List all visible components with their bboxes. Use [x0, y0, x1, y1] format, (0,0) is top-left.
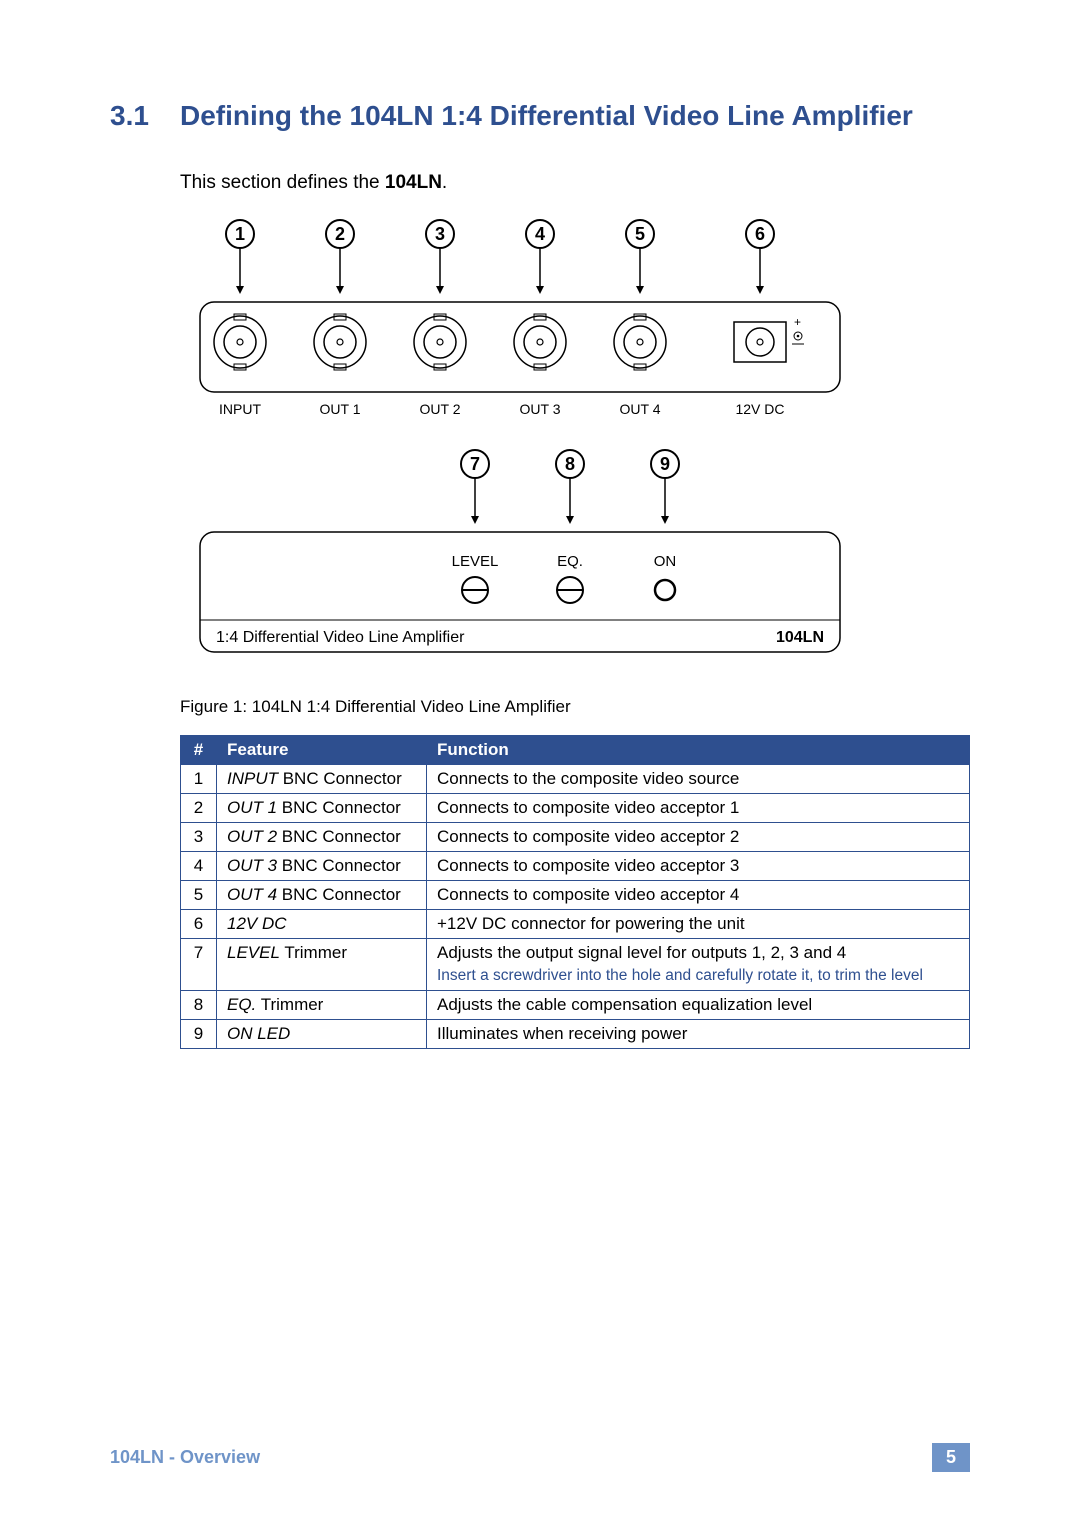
cell-function: Connects to composite video acceptor 1 — [427, 794, 970, 823]
table-row: 2OUT 1 BNC ConnectorConnects to composit… — [181, 794, 970, 823]
feature-table: # Feature Function 1INPUT BNC ConnectorC… — [180, 735, 970, 1049]
cell-feature: OUT 2 BNC Connector — [217, 823, 427, 852]
th-num: # — [181, 736, 217, 765]
table-row: 4OUT 3 BNC ConnectorConnects to composit… — [181, 852, 970, 881]
cell-num: 7 — [181, 939, 217, 991]
cell-num: 4 — [181, 852, 217, 881]
cell-function: Connects to the composite video source — [427, 765, 970, 794]
cell-feature: OUT 3 BNC Connector — [217, 852, 427, 881]
table-row: 3OUT 2 BNC ConnectorConnects to composit… — [181, 823, 970, 852]
heading-number: 3.1 — [110, 100, 180, 132]
table-row: 5OUT 4 BNC ConnectorConnects to composit… — [181, 881, 970, 910]
svg-text:LEVEL: LEVEL — [452, 553, 499, 570]
cell-num: 8 — [181, 991, 217, 1020]
table-row: 612V DC+12V DC connector for powering th… — [181, 910, 970, 939]
cell-feature: 12V DC — [217, 910, 427, 939]
table-row: 7LEVEL TrimmerAdjusts the output signal … — [181, 939, 970, 991]
page-footer: 104LN - Overview 5 — [110, 1443, 970, 1472]
svg-text:OUT 2: OUT 2 — [420, 401, 461, 417]
cell-num: 2 — [181, 794, 217, 823]
figure-caption: Figure 1: 104LN 1:4 Differential Video L… — [180, 697, 970, 717]
cell-function: Connects to composite video acceptor 3 — [427, 852, 970, 881]
svg-text:9: 9 — [660, 454, 670, 474]
cell-num: 6 — [181, 910, 217, 939]
svg-text:3: 3 — [435, 224, 445, 244]
svg-text:OUT 1: OUT 1 — [320, 401, 361, 417]
cell-num: 1 — [181, 765, 217, 794]
table-row: 9ON LEDIlluminates when receiving power — [181, 1020, 970, 1049]
cell-num: 9 — [181, 1020, 217, 1049]
svg-text:OUT 3: OUT 3 — [520, 401, 561, 417]
cell-num: 5 — [181, 881, 217, 910]
cell-function: Illuminates when receiving power — [427, 1020, 970, 1049]
section-heading: 3.1Defining the 104LN 1:4 Differential V… — [110, 100, 970, 132]
svg-text:1: 1 — [235, 224, 245, 244]
table-row: 8EQ. TrimmerAdjusts the cable compensati… — [181, 991, 970, 1020]
svg-text:12V DC: 12V DC — [735, 401, 784, 417]
svg-text:OUT 4: OUT 4 — [620, 401, 661, 417]
svg-text:5: 5 — [635, 224, 645, 244]
intro-text: This section defines the 104LN. — [180, 172, 970, 194]
svg-text:ON: ON — [654, 553, 677, 570]
cell-feature: ON LED — [217, 1020, 427, 1049]
svg-text:+: + — [794, 315, 801, 329]
svg-text:1:4 Differential Video Line Am: 1:4 Differential Video Line Amplifier — [216, 629, 465, 646]
svg-text:6: 6 — [755, 224, 765, 244]
table-row: 1INPUT BNC ConnectorConnects to the comp… — [181, 765, 970, 794]
cell-feature: OUT 1 BNC Connector — [217, 794, 427, 823]
cell-function: Adjusts the output signal level for outp… — [427, 939, 970, 991]
cell-function: Connects to composite video acceptor 2 — [427, 823, 970, 852]
svg-text:2: 2 — [335, 224, 345, 244]
th-function: Function — [427, 736, 970, 765]
svg-text:7: 7 — [470, 454, 480, 474]
svg-text:8: 8 — [565, 454, 575, 474]
cell-function: Connects to composite video acceptor 4 — [427, 881, 970, 910]
footer-page-number: 5 — [932, 1443, 970, 1472]
svg-text:4: 4 — [535, 224, 545, 244]
cell-function: +12V DC connector for powering the unit — [427, 910, 970, 939]
cell-num: 3 — [181, 823, 217, 852]
footer-title: 104LN - Overview — [110, 1447, 260, 1468]
svg-text:104LN: 104LN — [776, 629, 824, 646]
cell-function: Adjusts the cable compensation equalizat… — [427, 991, 970, 1020]
cell-feature: INPUT BNC Connector — [217, 765, 427, 794]
svg-text:INPUT: INPUT — [219, 401, 261, 417]
figure-diagram: 1 2 3 4 5 6 + INPUT OUT 1 OUT 2 OUT 3 OUT 4 12V DC 7 8… — [180, 214, 970, 679]
svg-text:EQ.: EQ. — [557, 553, 583, 570]
heading-text: Defining the 104LN 1:4 Differential Vide… — [180, 100, 913, 131]
th-feature: Feature — [217, 736, 427, 765]
cell-feature: OUT 4 BNC Connector — [217, 881, 427, 910]
cell-feature: LEVEL Trimmer — [217, 939, 427, 991]
cell-feature: EQ. Trimmer — [217, 991, 427, 1020]
